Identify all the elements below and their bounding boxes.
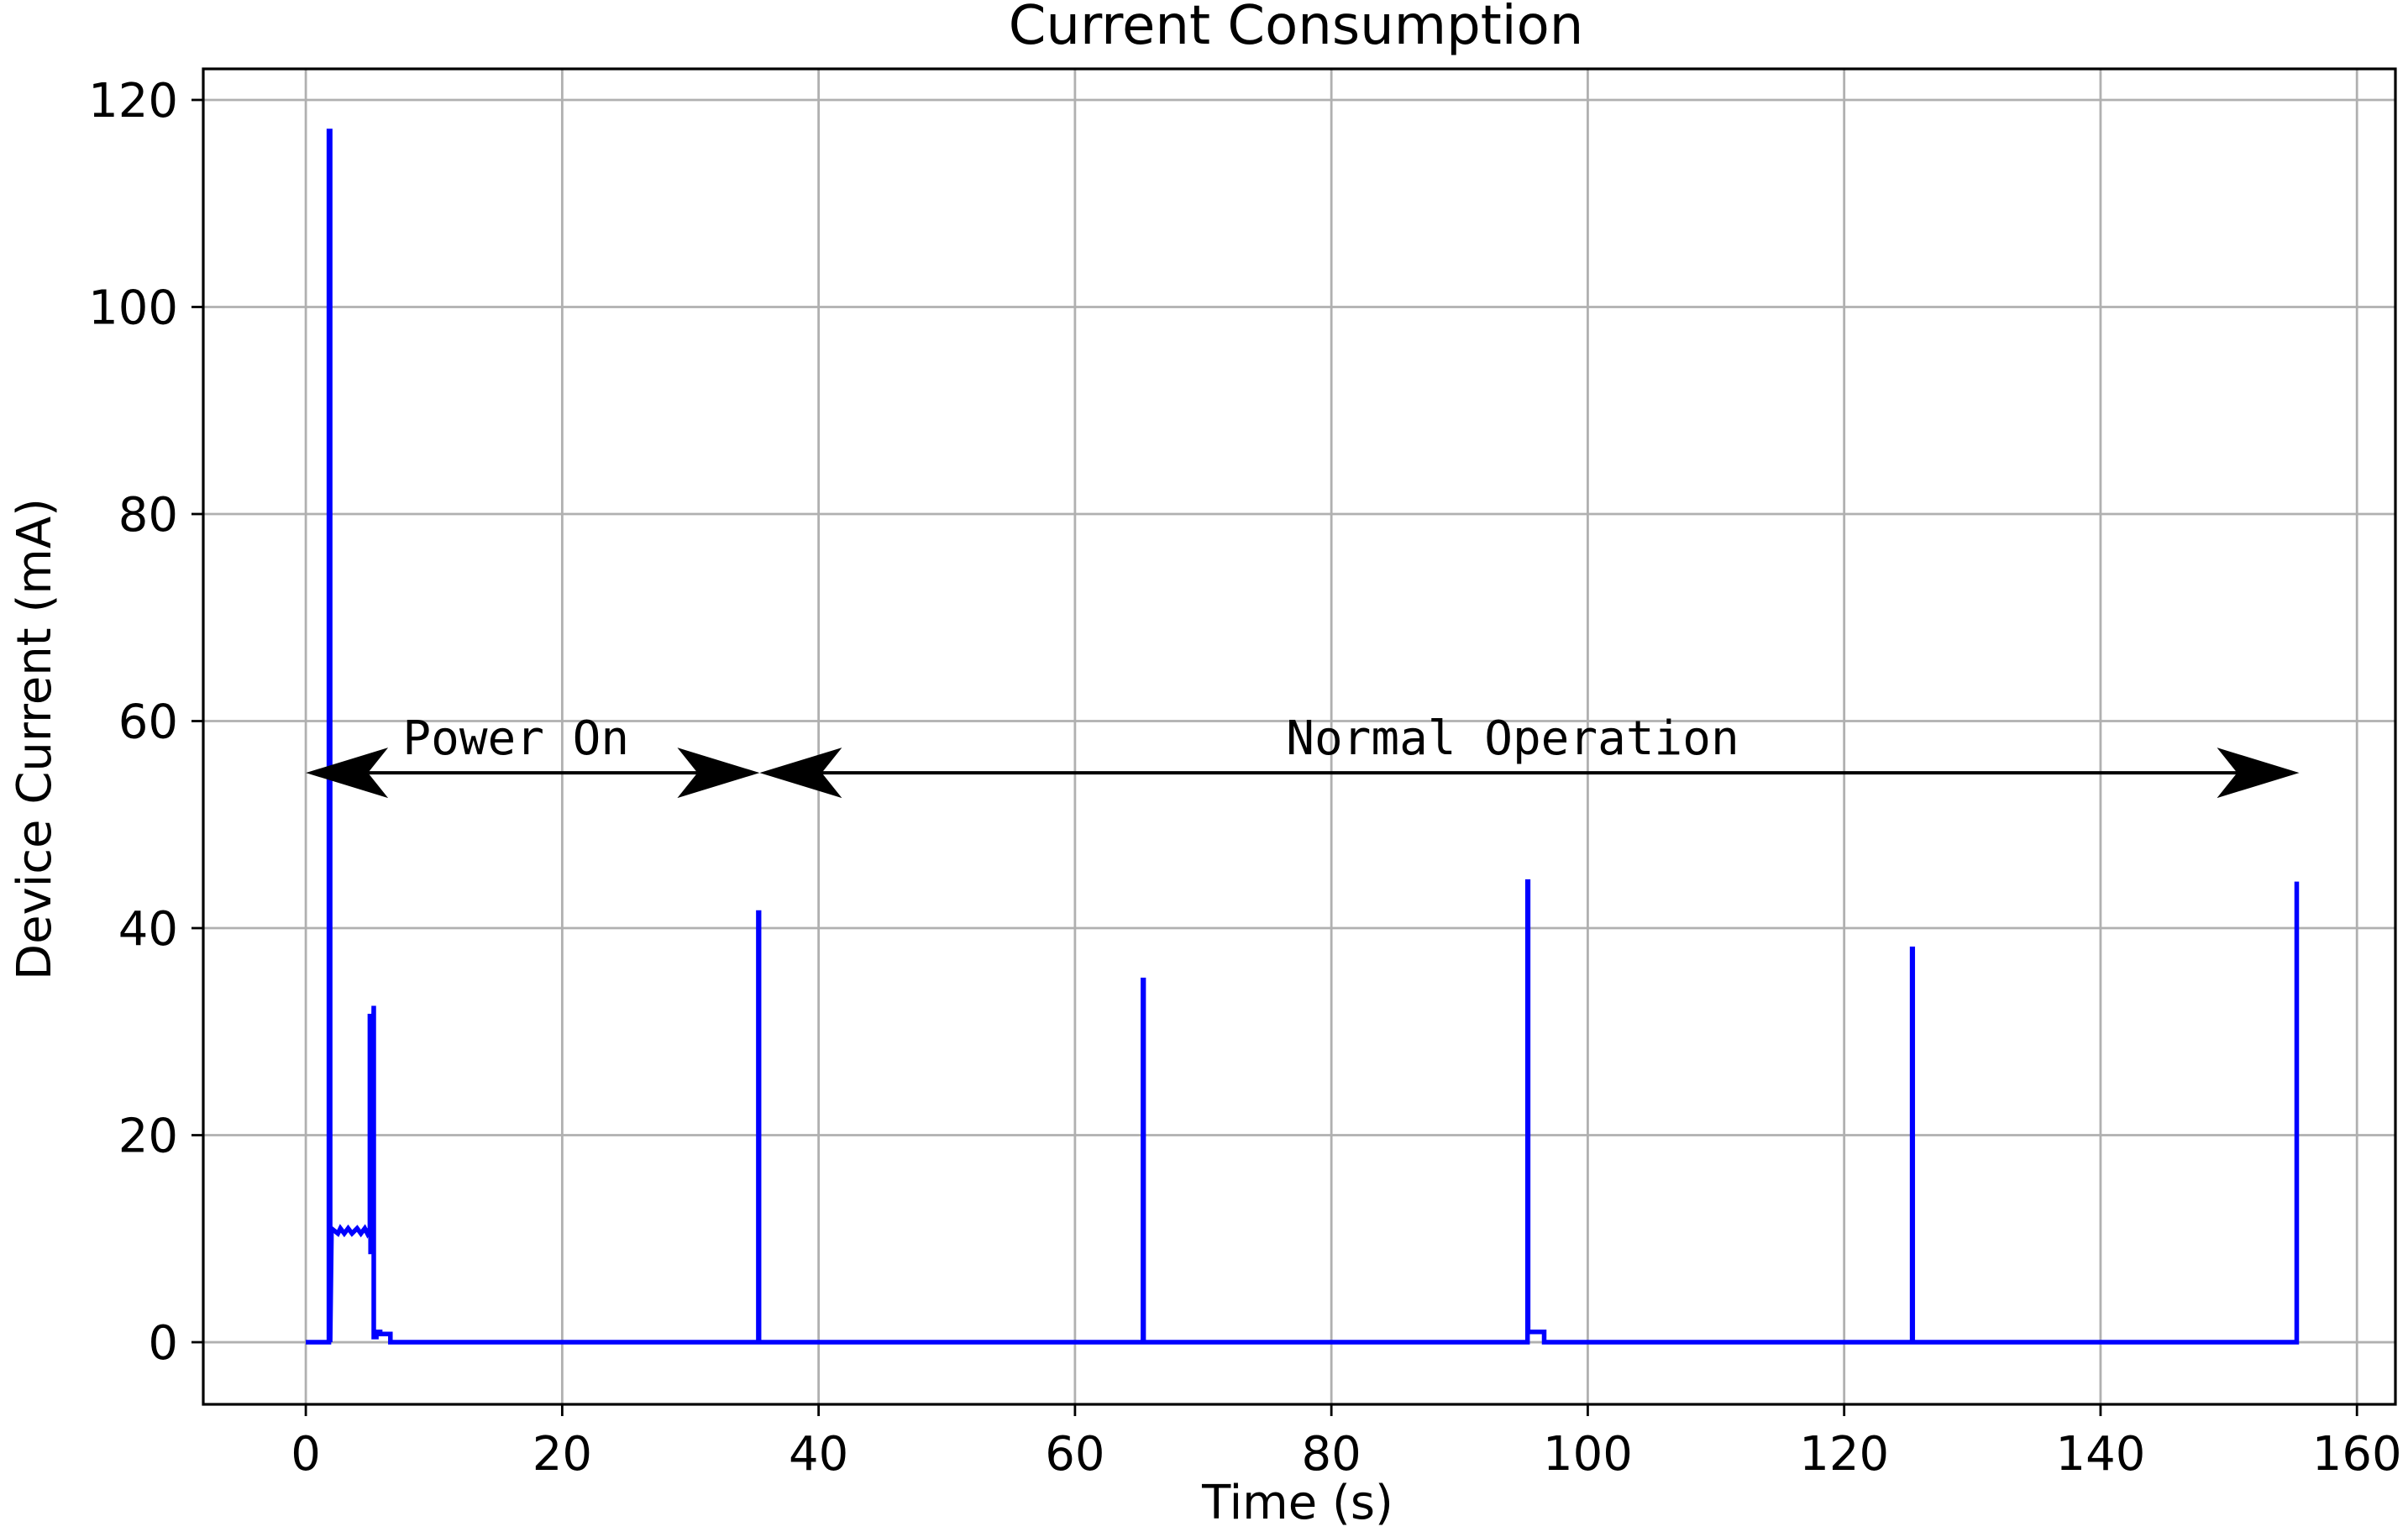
x-tick-label: 80	[1302, 1427, 1361, 1482]
x-tick-label: 160	[2312, 1427, 2402, 1482]
chart-title: Current Consumption	[1009, 0, 1584, 57]
annotation-arrowhead-left	[759, 748, 842, 799]
current-series-line	[306, 129, 2300, 1345]
x-tick-label: 120	[1799, 1427, 1889, 1482]
x-tick-label: 20	[532, 1427, 592, 1482]
annotation-label: Power On	[402, 711, 629, 766]
y-tick-label: 80	[118, 488, 178, 543]
y-tick-label: 60	[118, 695, 178, 750]
y-axis-label: Device Current (mA)	[8, 498, 62, 980]
x-tick-label: 0	[291, 1427, 321, 1482]
y-tick-label: 100	[88, 281, 178, 335]
y-tick-label: 40	[118, 902, 178, 957]
x-tick-label: 140	[2056, 1427, 2146, 1482]
annotation-arrowhead-right	[677, 748, 760, 799]
annotation-label: Normal Operation	[1286, 711, 1739, 766]
y-tick-label: 0	[148, 1316, 178, 1371]
x-axis-label: Time (s)	[1201, 1476, 1393, 1530]
plot-frame	[202, 67, 2397, 1406]
x-tick-label: 60	[1045, 1427, 1104, 1482]
annotation-arrowhead-left	[306, 748, 389, 799]
y-tick-label: 20	[118, 1110, 178, 1164]
current-trace	[306, 129, 2300, 1345]
y-tick-label: 120	[88, 74, 178, 129]
x-tick-label: 100	[1543, 1427, 1633, 1482]
axis-ticks: 0 20 40 60 80 100 120 140 160 0 20 40 60 80 100 120	[88, 74, 2402, 1482]
phase-annotations: Power On Normal Operation	[306, 711, 2300, 799]
x-tick-label: 40	[789, 1427, 848, 1482]
annotation-arrowhead-right	[2217, 748, 2300, 799]
